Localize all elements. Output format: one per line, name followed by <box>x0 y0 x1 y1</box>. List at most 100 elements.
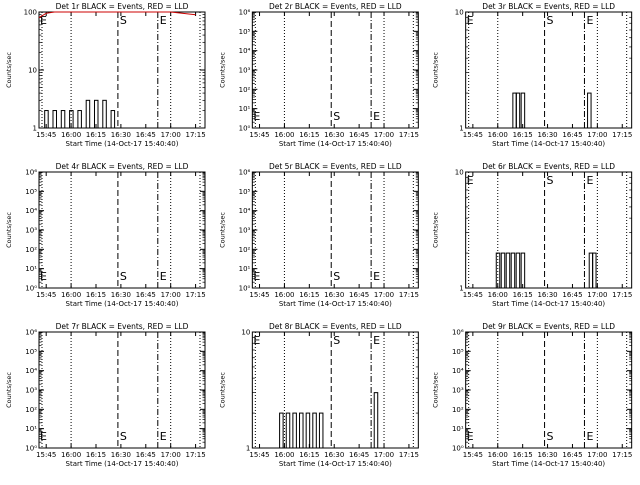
x-tick-label: 16:45 <box>349 291 369 299</box>
event-bar <box>44 110 49 129</box>
event-bar <box>312 412 317 449</box>
x-tick-label: 15:45 <box>463 291 483 299</box>
x-tick-label: 17:00 <box>161 291 181 299</box>
event-bar <box>373 392 379 449</box>
chart-panel-2: Det 2r BLACK = Events, RED = LLD 10⁰ 10¹ 10… <box>218 2 419 148</box>
chart-title: Det 4r BLACK = Events, RED = LLD <box>56 162 189 171</box>
left-edge-label: E <box>253 110 260 123</box>
left-edge-label: E <box>40 430 47 443</box>
x-tick-label: 16:00 <box>488 451 508 459</box>
x-tick-label: 17:00 <box>374 291 394 299</box>
event-bar <box>110 110 116 129</box>
x-tick-label: 17:15 <box>399 451 419 459</box>
x-tick-label: 16:00 <box>274 451 294 459</box>
y-tick-label: 10⁵ <box>25 348 37 356</box>
y-tick-label: 10² <box>25 406 37 414</box>
event-bar <box>292 412 297 449</box>
x-tick-label: 15:45 <box>249 131 269 139</box>
marker-label-S: S <box>333 270 340 283</box>
x-tick-label: 17:15 <box>399 291 419 299</box>
marker-label-E: E <box>373 110 380 123</box>
x-tick-label: 15:45 <box>249 291 269 299</box>
x-tick-label: 15:45 <box>463 451 483 459</box>
marker-label-S: S <box>120 270 127 283</box>
x-tick-label: 16:30 <box>111 451 131 459</box>
y-tick-label: 10 <box>28 67 37 75</box>
y-tick-label: 10⁵ <box>239 28 251 36</box>
marker-label-E: E <box>160 270 167 283</box>
event-bar <box>592 252 597 289</box>
x-axis-label: Start Time (14-Oct-17 15:40:40) <box>492 140 605 148</box>
y-axis-label: Counts/sec <box>432 372 440 408</box>
chart-panel-6: Det 6r BLACK = Events, RED = LLD 1 10 Count… <box>432 162 633 308</box>
y-tick-label: 10¹ <box>25 265 37 273</box>
event-bar <box>505 252 511 289</box>
y-tick-label: 10¹ <box>452 425 464 433</box>
x-tick-label: 16:00 <box>488 291 508 299</box>
y-tick-label: 1 <box>246 445 250 453</box>
left-edge-label: E <box>40 270 47 283</box>
y-axis-label: Counts/sec <box>218 52 226 88</box>
x-tick-label: 17:00 <box>587 291 607 299</box>
x-tick-label: 16:45 <box>562 451 582 459</box>
y-tick-label: 10⁴ <box>25 367 37 375</box>
left-edge-label: E <box>467 430 474 443</box>
marker-label-S: S <box>547 174 554 187</box>
y-tick-label: 10⁰ <box>25 445 37 453</box>
chart-title: Det 1r BLACK = Events, RED = LLD <box>56 2 189 11</box>
x-tick-label: 16:00 <box>274 291 294 299</box>
chart-title: Det 7r BLACK = Events, RED = LLD <box>56 322 189 331</box>
x-tick-label: 17:15 <box>185 291 205 299</box>
marker-label-E: E <box>373 270 380 283</box>
y-tick-label: 10⁶ <box>25 169 37 177</box>
y-tick-label: 10 <box>455 169 464 177</box>
event-bar <box>515 252 521 289</box>
y-tick-label: 10² <box>452 406 464 414</box>
y-tick-label: 1 <box>459 285 463 293</box>
x-tick-label: 17:15 <box>185 131 205 139</box>
x-tick-label: 17:00 <box>161 131 181 139</box>
marker-label-S: S <box>333 334 340 347</box>
y-tick-label: 100 <box>24 9 37 17</box>
marker-label-S: S <box>547 430 554 443</box>
y-tick-label: 10² <box>239 246 251 254</box>
x-tick-label: 16:00 <box>61 131 81 139</box>
chart-title: Det 8r BLACK = Events, RED = LLD <box>269 322 402 331</box>
event-bar <box>510 252 516 289</box>
marker-label-E: E <box>160 430 167 443</box>
event-bar <box>305 412 311 449</box>
y-tick-label: 10⁵ <box>239 188 251 196</box>
y-tick-label: 10⁰ <box>239 125 251 133</box>
marker-label-E: E <box>586 174 593 187</box>
marker-label-S: S <box>333 110 340 123</box>
x-tick-label: 17:00 <box>161 451 181 459</box>
x-axis-label: Start Time (14-Oct-17 15:40:40) <box>66 300 179 308</box>
y-tick-label: 10⁶ <box>239 9 251 17</box>
x-axis-label: Start Time (14-Oct-17 15:40:40) <box>492 300 605 308</box>
x-tick-label: 16:45 <box>562 131 582 139</box>
y-tick-label: 10 <box>241 329 250 337</box>
event-bar <box>515 92 521 129</box>
x-axis-label: Start Time (14-Oct-17 15:40:40) <box>492 460 605 468</box>
x-axis-label: Start Time (14-Oct-17 15:40:40) <box>279 460 392 468</box>
event-bar <box>102 99 107 129</box>
y-tick-label: 10⁰ <box>25 285 37 293</box>
chart-title: Det 3r BLACK = Events, RED = LLD <box>482 2 615 11</box>
event-bar <box>69 110 74 129</box>
event-bar <box>60 110 66 129</box>
x-tick-label: 16:45 <box>136 451 156 459</box>
x-tick-label: 16:00 <box>61 451 81 459</box>
x-tick-label: 16:15 <box>513 131 533 139</box>
event-bar <box>587 92 592 129</box>
chart-panel-4: Det 4r BLACK = Events, RED = LLD 10⁰ 10¹ 10… <box>5 162 206 308</box>
y-tick-label: 10³ <box>239 227 251 235</box>
left-edge-label: E <box>40 14 47 27</box>
x-tick-label: 17:00 <box>374 451 394 459</box>
plot-frame <box>465 171 633 289</box>
x-tick-label: 16:15 <box>86 451 106 459</box>
event-bar <box>93 99 99 129</box>
x-tick-label: 16:30 <box>537 451 557 459</box>
event-bar <box>520 252 526 289</box>
